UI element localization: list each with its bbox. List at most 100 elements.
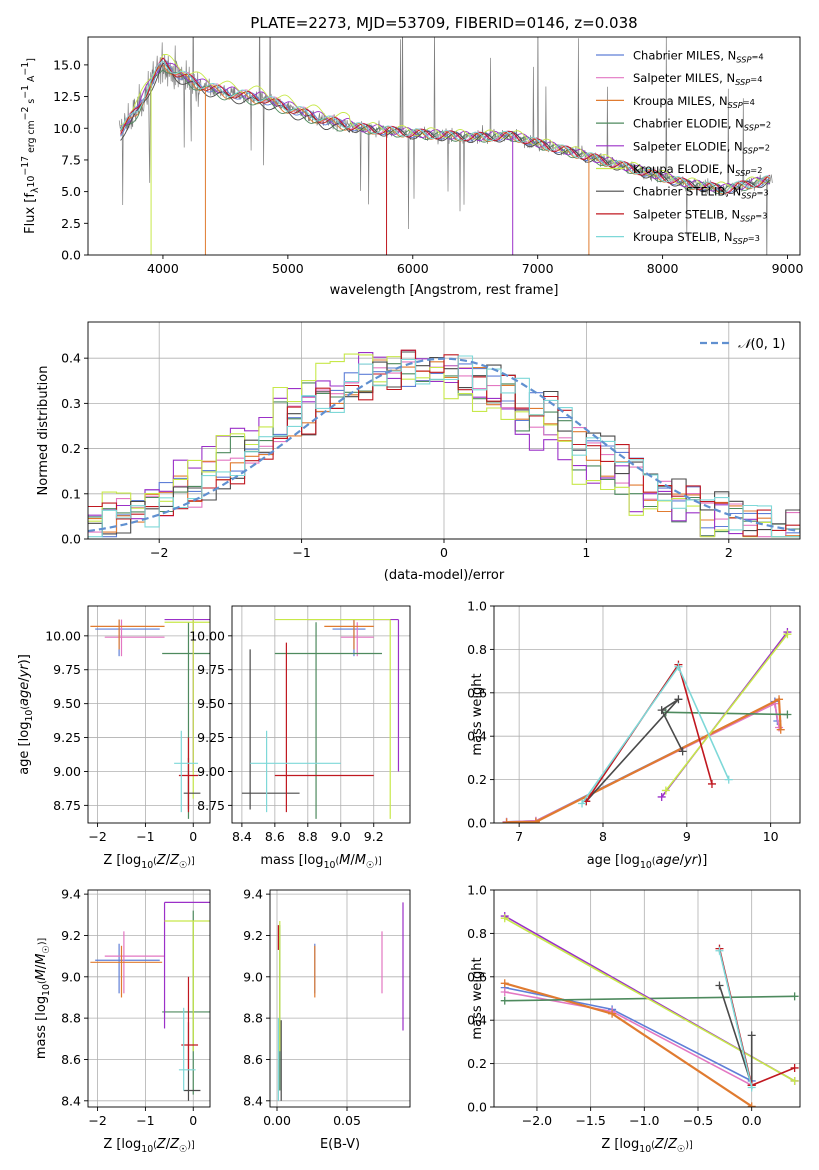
x-tick-label: −2 <box>88 829 106 844</box>
normal-curve-line <box>88 357 800 533</box>
x-tick-label: 4000 <box>147 261 179 276</box>
y-tick-label: 8.75 <box>197 798 225 813</box>
y-tick-label: 0.0 <box>61 248 81 263</box>
weight-vs-age-axes: 7 8 9 10 0.0 0.2 0.4 0.6 0.8 1.0 mass weight age [l… <box>467 599 801 871</box>
weight-point-marker <box>776 725 785 734</box>
y-tick-label: 8.8 <box>243 1011 263 1026</box>
legend-label: Salpeter STELIB, NSSP=3 <box>633 207 767 223</box>
mass-vs-ebv-plot <box>277 902 404 1101</box>
y-tick-label: 15.0 <box>53 57 81 72</box>
age-vs-z-axes: −2 −1 0 8.75 9.00 9.25 9.50 9.75 10.00 Z [log10(Z… <box>17 605 211 871</box>
y-tick-label: 8.75 <box>53 798 81 813</box>
y-tick-label: 10.00 <box>45 628 81 643</box>
model-spectrum-line <box>120 62 771 195</box>
weight-point-marker <box>747 1083 756 1092</box>
y-axis-label: Flux [fλ10−17 erg cm−2 s−1 A−1] <box>20 58 41 234</box>
x-axis-label: mass [log10(M/M☉)] <box>260 853 381 871</box>
weight-series-line <box>506 697 782 823</box>
legend-label: Kroupa STELIB, NSSP=3 <box>633 230 760 246</box>
y-tick-label: 0.1 <box>61 486 81 501</box>
weight-series-line <box>718 948 795 1087</box>
y-tick-label: 9.2 <box>61 928 81 943</box>
y-tick-label: 0.6 <box>467 969 487 984</box>
y-tick-label: 0.0 <box>467 1100 487 1115</box>
axes-frame <box>269 889 411 1108</box>
legend-label: Chabrier ELODIE, NSSP=2 <box>633 117 771 133</box>
chart-title: PLATE=2273, MJD=53709, FIBERID=0146, z=0… <box>250 14 637 32</box>
weight-series-line <box>718 950 753 1088</box>
weight-point-marker <box>783 710 792 719</box>
axes-frame <box>87 36 801 256</box>
y-tick-label: 9.4 <box>61 887 81 902</box>
x-tick-label: 1 <box>582 545 590 560</box>
weight-vs-z-plot <box>500 912 799 1107</box>
x-axis-label: wavelength [Angstrom, rest frame] <box>330 283 559 298</box>
histogram-step-line <box>88 349 800 537</box>
weight-point-marker <box>724 775 733 784</box>
x-tick-label: 0 <box>189 1113 197 1128</box>
weight-series-line <box>665 633 789 791</box>
weight-point-marker <box>707 779 716 788</box>
y-tick-label: 0.8 <box>467 642 487 657</box>
axes-frame <box>87 321 801 540</box>
weight-point-marker <box>783 630 792 639</box>
x-axis-label: (data-model)/error <box>384 568 505 583</box>
y-tick-label: 0.2 <box>467 1056 487 1071</box>
y-tick-label: 8.6 <box>243 1052 263 1067</box>
weight-vs-z-axes: −2.0 −1.5 −1.0 −0.5 0.0 0.0 0.2 0.4 0.6 0.8 1.0 mas… <box>467 883 801 1155</box>
y-tick-label: 9.0 <box>61 969 81 984</box>
x-axis-label: E(B-V) <box>320 1137 360 1152</box>
weight-series-line <box>506 702 780 823</box>
x-tick-label: 8000 <box>647 261 679 276</box>
y-tick-label: 9.2 <box>243 928 263 943</box>
weight-point-marker <box>502 818 511 823</box>
x-tick-label: −2 <box>150 545 168 560</box>
model-spectrum-line <box>120 53 771 190</box>
y-tick-label: 0.8 <box>467 926 487 941</box>
residuals-plot <box>88 349 800 538</box>
weight-point-marker <box>678 747 687 756</box>
weight-point-marker <box>500 987 509 996</box>
weight-point-marker <box>790 1063 799 1072</box>
axes-frame <box>231 605 411 824</box>
weight-point-marker <box>715 946 724 955</box>
x-tick-label: −1 <box>292 545 310 560</box>
y-tick-label: 0.4 <box>61 351 81 366</box>
x-tick-label: −1 <box>136 829 154 844</box>
y-tick-label: 1.0 <box>467 599 487 614</box>
x-tick-label: 8 <box>599 829 607 844</box>
weight-point-marker <box>500 914 509 923</box>
y-axis-label: age [log10(age/yr)] <box>17 654 35 775</box>
x-tick-label: 8.4 <box>232 829 252 844</box>
legend-label: Chabrier STELIB, NSSP=3 <box>633 185 769 201</box>
x-tick-label: 9000 <box>772 261 804 276</box>
age-vs-mass-plot <box>241 618 400 819</box>
x-tick-label: 7 <box>515 829 523 844</box>
y-tick-label: 0.2 <box>61 441 81 456</box>
histogram-step-line <box>88 355 800 538</box>
x-axis-label: Z [log10(Z/Z☉)] <box>103 1137 194 1155</box>
y-tick-label: 9.50 <box>197 696 225 711</box>
x-axis-label: Z [log10(Z/Z☉)] <box>601 1137 692 1155</box>
y-tick-label: 12.5 <box>53 89 81 104</box>
x-tick-label: 0.0 <box>742 1113 762 1128</box>
y-tick-label: 8.8 <box>61 1011 81 1026</box>
axes-frame <box>493 605 801 824</box>
x-tick-label: −1.0 <box>629 1113 659 1128</box>
x-tick-label: −1.5 <box>575 1113 605 1128</box>
x-tick-label: 0.05 <box>333 1113 361 1128</box>
y-tick-label: 10.00 <box>189 628 225 643</box>
weight-point-marker <box>608 1009 617 1018</box>
y-axis-label: mass [log10(M/M☉)] <box>34 938 52 1059</box>
weight-point-marker <box>657 792 666 801</box>
y-tick-label: 7.5 <box>61 152 81 167</box>
x-tick-label: 0 <box>440 545 448 560</box>
spectrum-plot <box>118 37 773 255</box>
weight-point-marker <box>674 695 683 704</box>
legend-label: Chabrier MILES, NSSP=4 <box>633 49 764 65</box>
weight-series-line <box>585 698 684 802</box>
x-tick-label: −2 <box>88 1113 106 1128</box>
x-tick-label: 9 <box>683 829 691 844</box>
y-tick-label: 9.50 <box>53 696 81 711</box>
model-spectrum-line <box>120 62 771 192</box>
